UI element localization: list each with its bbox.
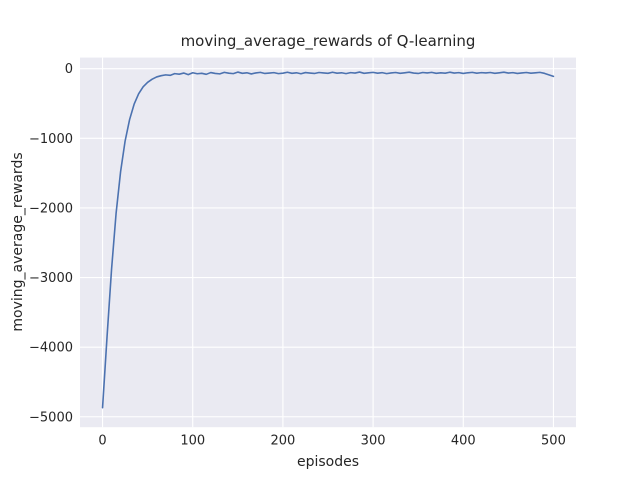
x-tick-label: 400 bbox=[451, 434, 476, 449]
y-tick-label: −3000 bbox=[29, 271, 73, 286]
plot-layer bbox=[80, 57, 576, 428]
x-axis-label: episodes bbox=[297, 454, 359, 470]
x-tick-label: 500 bbox=[541, 434, 566, 449]
y-tick-label: −5000 bbox=[29, 410, 73, 425]
x-tick-label: 100 bbox=[180, 434, 205, 449]
y-tick-label: −1000 bbox=[29, 132, 73, 147]
y-tick-label: −4000 bbox=[29, 341, 73, 356]
tick-layer: 0 100 200 300 400 500 0 −1000 −2000 −3000 −4000 −50… bbox=[29, 62, 566, 448]
plot-area bbox=[80, 57, 576, 428]
series-line bbox=[101, 71, 555, 409]
x-tick-label: 0 bbox=[98, 434, 106, 449]
chart-title: moving_average_rewards of Q-learning bbox=[181, 32, 476, 51]
y-axis-label: moving_average_rewards bbox=[10, 152, 26, 331]
x-tick-label: 300 bbox=[361, 434, 386, 449]
x-tick-label: 200 bbox=[270, 434, 295, 449]
y-tick-label: −2000 bbox=[29, 201, 73, 216]
y-tick-label: 0 bbox=[65, 62, 73, 77]
